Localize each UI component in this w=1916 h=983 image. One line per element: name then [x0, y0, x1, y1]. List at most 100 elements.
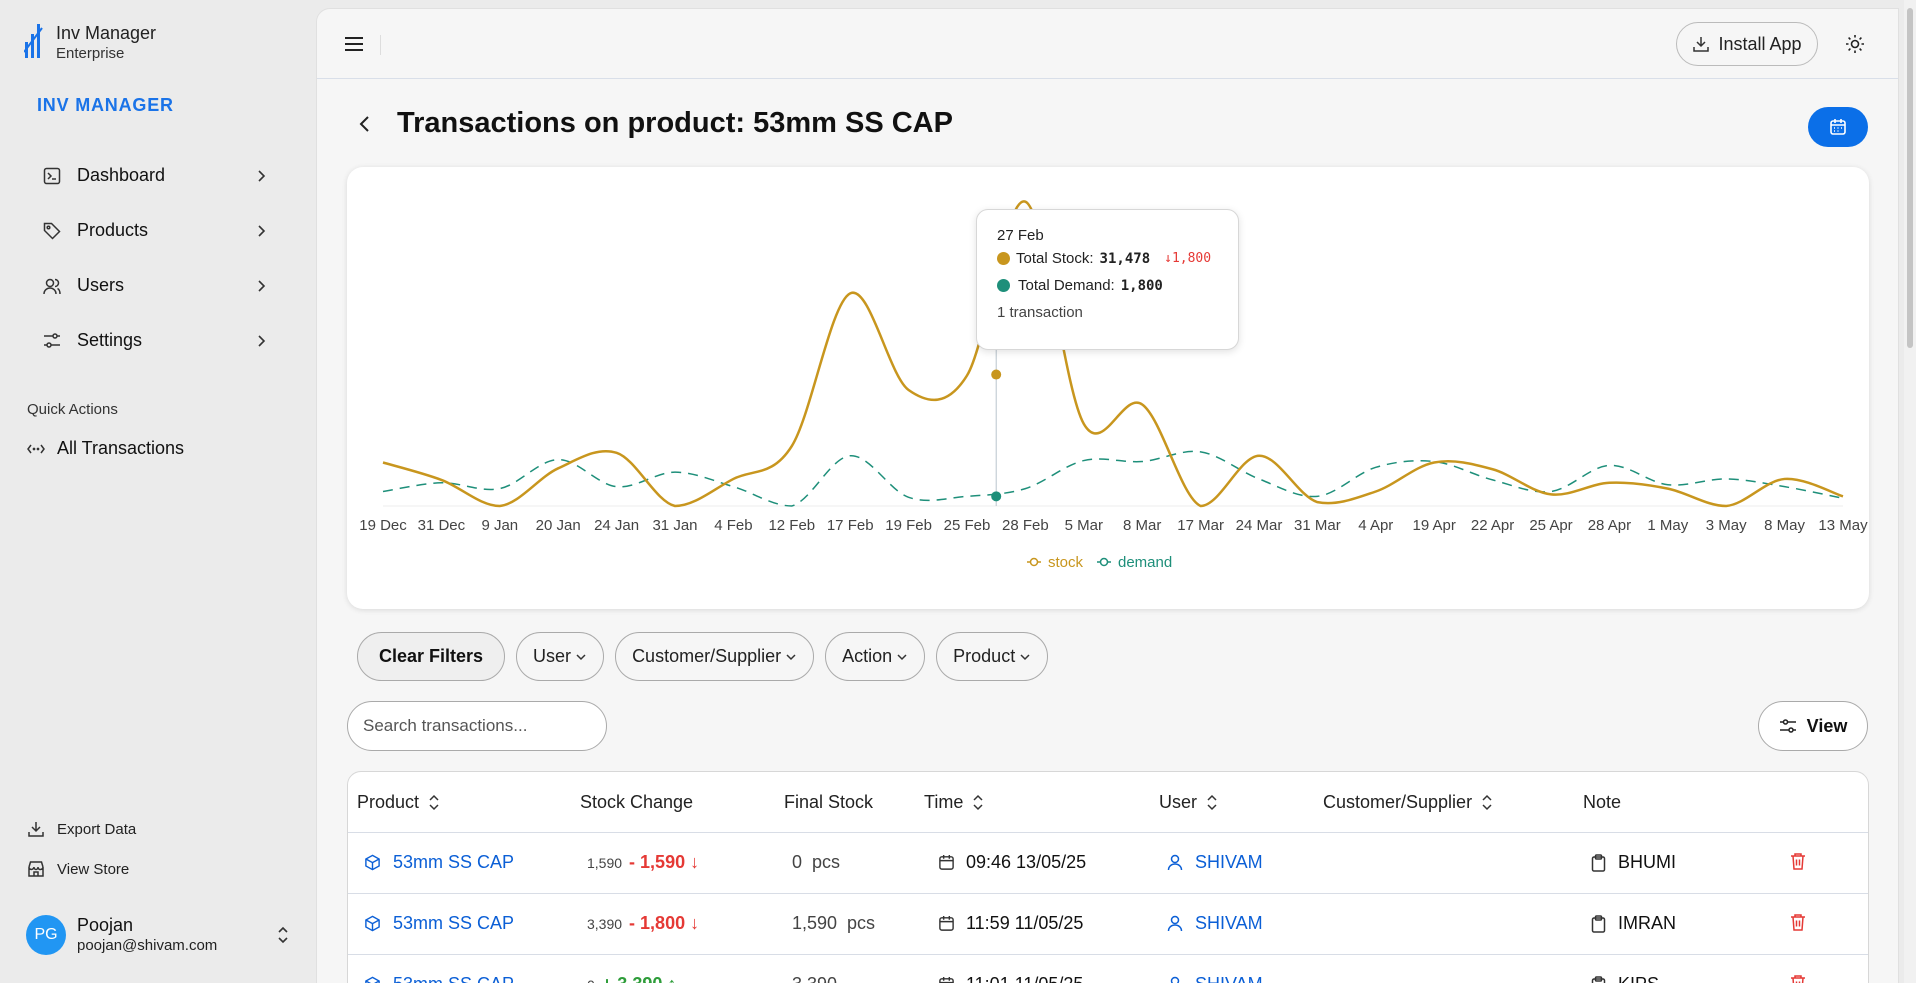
product-link[interactable]: 53mm SS CAP	[364, 974, 514, 983]
x-tick-label: 25 Apr	[1529, 517, 1572, 534]
page-scrollbar-thumb[interactable]	[1907, 8, 1913, 348]
filter-bar: Clear Filters User Customer/Supplier Act…	[357, 632, 1049, 681]
product-link[interactable]: 53mm SS CAP	[364, 913, 514, 934]
stock-change: 3,390 - 1,800 ↓	[587, 913, 699, 934]
sidebar-item-products[interactable]: Products	[34, 203, 274, 258]
user-name: SHIVAM	[1195, 852, 1263, 872]
column-header-customer-supplier[interactable]: Customer/Supplier	[1323, 792, 1493, 813]
delete-button[interactable]	[1790, 974, 1806, 983]
transaction-note: IMRAN	[1591, 913, 1676, 934]
note-value: BHUMI	[1618, 852, 1676, 872]
trash-icon	[1791, 914, 1805, 931]
sidebar-item-dashboard[interactable]: Dashboard	[34, 148, 274, 203]
filter-product-dropdown[interactable]: Product	[936, 632, 1049, 681]
stock-change-value: - 1,800	[629, 913, 686, 933]
tooltip-row-stock: Total Stock: 31,478 ↓1,800	[997, 250, 1218, 267]
transactions-table: Product Stock Change Final Stock Time Us…	[347, 771, 1869, 983]
download-icon	[28, 822, 44, 837]
package-icon	[365, 854, 380, 871]
x-axis-ticks: 19 Dec 31 Dec 9 Jan 20 Jan 24 Jan 31 Jan 4 Feb…	[359, 517, 1868, 534]
quick-action-all-transactions[interactable]: All Transactions	[27, 438, 184, 459]
tooltip-row-demand: Total Demand: 1,800	[997, 277, 1218, 294]
x-tick-label: 9 Jan	[481, 517, 518, 534]
filter-label: Customer/Supplier	[632, 646, 782, 666]
line-chart: 19 Dec 31 Dec 9 Jan 20 Jan 24 Jan 31 Jan 4 Feb…	[359, 200, 1868, 571]
product-link[interactable]: 53mm SS CAP	[364, 852, 514, 873]
table-row[interactable]: 53mm SS CAP 1,590 - 1,590 ↓ 0 pcs 09:46 …	[348, 833, 1868, 894]
column-header-user[interactable]: User	[1159, 792, 1218, 813]
column-header-product[interactable]: Product	[357, 792, 440, 813]
install-app-button[interactable]: Install App	[1676, 22, 1818, 66]
legend-label-stock: stock	[1048, 554, 1084, 571]
quick-actions-label: Quick Actions	[27, 401, 118, 418]
arrow-down-icon: ↓	[690, 913, 700, 933]
product-name: 53mm SS CAP	[393, 913, 515, 933]
final-stock: 1,590 pcs	[792, 913, 875, 934]
x-tick-label: 31 Mar	[1294, 517, 1341, 534]
package-icon	[365, 976, 380, 983]
sidebar-item-settings[interactable]: Settings	[34, 313, 274, 368]
user-link[interactable]: SHIVAM	[1167, 974, 1263, 983]
view-store-link[interactable]: View Store	[27, 860, 129, 878]
page-title: Transactions on product: 53mm SS CAP	[397, 107, 953, 139]
user-menu[interactable]: PG Poojan poojan@shivam.com	[26, 915, 290, 955]
brand[interactable]: Inv Manager Enterprise	[24, 22, 156, 63]
trash-icon	[1791, 975, 1805, 983]
legend[interactable]: stock demand	[1027, 554, 1172, 571]
sort-icon	[1482, 794, 1492, 811]
note-value: IMRAN	[1618, 913, 1676, 933]
calendar-icon	[939, 915, 954, 931]
back-arrow-icon[interactable]	[357, 115, 373, 133]
column-header-final-stock: Final Stock	[784, 792, 873, 813]
delete-button[interactable]	[1790, 913, 1806, 931]
arrow-down-icon: ↓	[690, 852, 700, 872]
user-link[interactable]: SHIVAM	[1167, 913, 1263, 934]
arrow-up-icon: ↑	[667, 974, 676, 983]
filter-user-dropdown[interactable]: User	[516, 632, 605, 681]
x-tick-label: 12 Feb	[768, 517, 815, 534]
chevron-down-icon	[1020, 653, 1030, 660]
note-value: KIPS	[1618, 974, 1659, 983]
x-tick-label: 20 Jan	[536, 517, 581, 534]
user-name: SHIVAM	[1195, 974, 1263, 983]
column-header-time[interactable]: Time	[924, 792, 984, 813]
column-header-note: Note	[1583, 792, 1621, 813]
sidebar-nav: Dashboard Products Users Settings	[34, 148, 274, 368]
x-tick-label: 24 Mar	[1236, 517, 1283, 534]
settings-sliders-icon	[43, 332, 61, 350]
divider	[380, 35, 381, 55]
menu-icon[interactable]	[344, 35, 364, 53]
filter-action-dropdown[interactable]: Action	[825, 632, 926, 681]
install-app-label: Install App	[1718, 33, 1802, 54]
user-link[interactable]: SHIVAM	[1167, 852, 1263, 873]
view-label: View	[1806, 715, 1848, 736]
date-range-button[interactable]	[1808, 107, 1868, 147]
x-tick-label: 17 Feb	[827, 517, 874, 534]
sidebar-item-users[interactable]: Users	[34, 258, 274, 313]
product-name: 53mm SS CAP	[393, 852, 515, 872]
column-header-label: User	[1159, 792, 1198, 812]
theme-toggle-sun-icon[interactable]	[1845, 34, 1865, 54]
export-data-link[interactable]: Export Data	[27, 820, 136, 838]
hover-point-demand	[991, 491, 1002, 502]
view-options-button[interactable]: View	[1758, 701, 1868, 751]
trash-icon	[1791, 853, 1805, 870]
delete-button[interactable]	[1790, 852, 1806, 870]
chevron-right-icon	[258, 334, 266, 347]
table-row[interactable]: 53mm SS CAP 3,390 - 1,800 ↓ 1,590 pcs 11…	[348, 894, 1868, 955]
clipboard-icon	[1591, 853, 1606, 872]
chevron-down-icon	[786, 653, 796, 660]
topbar: Install App	[317, 9, 1898, 79]
export-data-label: Export Data	[57, 820, 137, 838]
arrows-horizontal-icon	[27, 444, 45, 453]
user-name: SHIVAM	[1195, 913, 1263, 933]
filter-label: User	[533, 646, 572, 666]
table-row[interactable]: 53mm SS CAP 0 + 3,390 ↑ 3,390 11:01 11/0…	[348, 955, 1868, 983]
user-icon	[1170, 976, 1180, 983]
column-header-label: Final Stock	[784, 792, 874, 812]
search-input[interactable]	[347, 701, 607, 751]
user-email: poojan@shivam.com	[77, 936, 218, 954]
sidebar-item-label: Dashboard	[77, 165, 166, 185]
clear-filters-button[interactable]: Clear Filters	[357, 632, 506, 681]
filter-customer-supplier-dropdown[interactable]: Customer/Supplier	[615, 632, 815, 681]
